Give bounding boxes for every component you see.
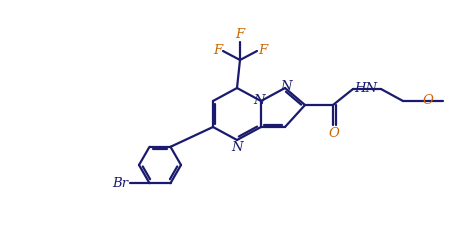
Text: HN: HN [354, 81, 377, 94]
Text: F: F [258, 45, 267, 58]
Text: N: N [253, 93, 265, 106]
Text: F: F [235, 28, 245, 41]
Text: F: F [213, 45, 222, 58]
Text: O: O [422, 93, 433, 106]
Text: N: N [231, 141, 243, 154]
Text: Br: Br [112, 177, 129, 190]
Text: O: O [329, 127, 339, 140]
Text: N: N [280, 80, 292, 93]
